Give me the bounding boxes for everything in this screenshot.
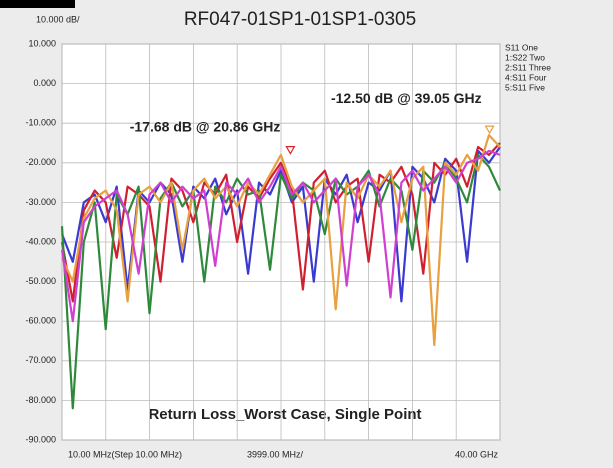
marker-label: -12.50 dB @ 39.05 GHz: [331, 90, 482, 106]
x-label: 10.00 MHz(Step 10.00 MHz): [68, 449, 182, 459]
y-tick-label: -60.000: [25, 316, 56, 326]
y-tick-label: -30.000: [25, 197, 56, 207]
scale-label: 10.000 dB/: [36, 14, 80, 24]
legend-entry: 1:S22 Two: [505, 52, 545, 62]
y-tick-label: -20.000: [25, 157, 56, 167]
trace: [60, 149, 501, 323]
legend-entry: 4:S11 Four: [505, 72, 547, 82]
y-tick-label: -10.000: [25, 118, 56, 128]
y-tick-label: -90.000: [25, 434, 56, 444]
y-tick-label: -40.000: [25, 236, 56, 246]
x-label: 3999.00 MHz/: [247, 449, 304, 459]
y-tick-label: 0.000: [33, 78, 56, 88]
legend-entry: 2:S11 Three: [505, 62, 551, 72]
marker: [285, 146, 296, 155]
caption: Return Loss_Worst Case, Single Point: [148, 406, 421, 423]
y-tick-label: -50.000: [25, 276, 56, 286]
y-tick-label: 10.000: [28, 38, 56, 48]
marker-label: -17.68 dB @ 20.86 GHz: [130, 118, 281, 134]
legend-entry: 5:S11 Five: [505, 82, 545, 92]
y-tick-label: -80.000: [25, 395, 56, 405]
chart-title: RF047-01SP1-01SP1-0305: [184, 9, 416, 30]
trace: [60, 153, 501, 410]
legend-entry: S11 One: [505, 42, 538, 52]
y-tick-label: -70.000: [25, 355, 56, 365]
trace: [60, 134, 501, 347]
marker: [484, 125, 495, 135]
header-bar: [0, 0, 75, 8]
x-label: 40.00 GHz: [455, 449, 499, 459]
